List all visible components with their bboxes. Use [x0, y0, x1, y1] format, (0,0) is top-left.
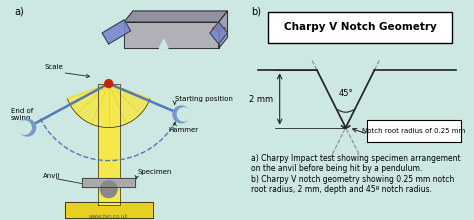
- Text: a): a): [14, 7, 24, 16]
- Text: Charpy V Notch Geometry: Charpy V Notch Geometry: [283, 22, 437, 33]
- Circle shape: [18, 121, 31, 134]
- Text: 45°: 45°: [338, 89, 353, 98]
- FancyBboxPatch shape: [366, 120, 461, 142]
- Polygon shape: [102, 20, 131, 44]
- Text: b): b): [251, 7, 261, 16]
- Text: Scale: Scale: [44, 64, 63, 70]
- Text: Hammer: Hammer: [168, 127, 198, 133]
- Text: 2 mm: 2 mm: [249, 95, 273, 103]
- Circle shape: [100, 181, 117, 198]
- Text: End of
swing: End of swing: [11, 108, 33, 121]
- Circle shape: [173, 106, 190, 123]
- Polygon shape: [64, 202, 153, 218]
- Polygon shape: [124, 22, 219, 48]
- Wedge shape: [67, 84, 150, 128]
- FancyBboxPatch shape: [268, 12, 452, 43]
- Polygon shape: [159, 40, 168, 48]
- Text: a) Charpy Impact test showing specimen arrangement
on the anvil before being hit: a) Charpy Impact test showing specimen a…: [251, 154, 461, 194]
- Circle shape: [177, 108, 191, 121]
- Text: Specimen: Specimen: [137, 169, 172, 175]
- Text: Notch root radius of 0.25 mm: Notch root radius of 0.25 mm: [362, 128, 465, 134]
- Polygon shape: [124, 11, 228, 22]
- Polygon shape: [219, 11, 228, 48]
- Circle shape: [105, 80, 113, 88]
- Text: Starting position: Starting position: [175, 96, 233, 102]
- Text: Anvil: Anvil: [43, 173, 60, 179]
- Circle shape: [19, 119, 36, 136]
- Polygon shape: [82, 178, 135, 187]
- Polygon shape: [98, 84, 119, 205]
- Polygon shape: [210, 22, 228, 44]
- Text: www.twi.co.uk: www.twi.co.uk: [89, 214, 128, 219]
